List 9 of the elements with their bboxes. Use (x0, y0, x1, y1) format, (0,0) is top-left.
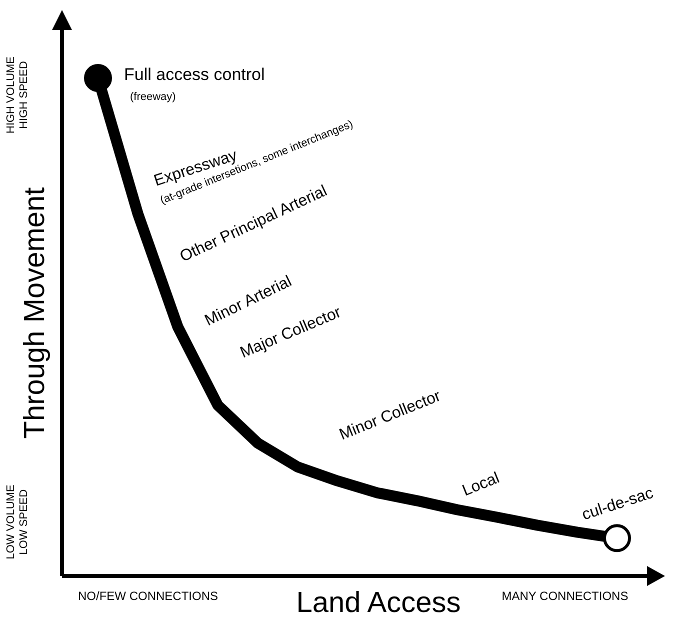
y-axis-title: Through Movement (19, 187, 51, 439)
text: HIGH VOLUME HIGH SPEED (5, 56, 30, 134)
annotation: Full access control (124, 65, 265, 84)
text: LOW VOLUME LOW SPEED (5, 484, 30, 560)
annotation: Local (460, 470, 502, 500)
annotation: (freeway) (130, 91, 176, 103)
text: NO/FEW CONNECTIONS (78, 589, 218, 603)
text: MANY CONNECTIONS (502, 589, 628, 603)
x-axis-title: Land Access (296, 587, 461, 618)
